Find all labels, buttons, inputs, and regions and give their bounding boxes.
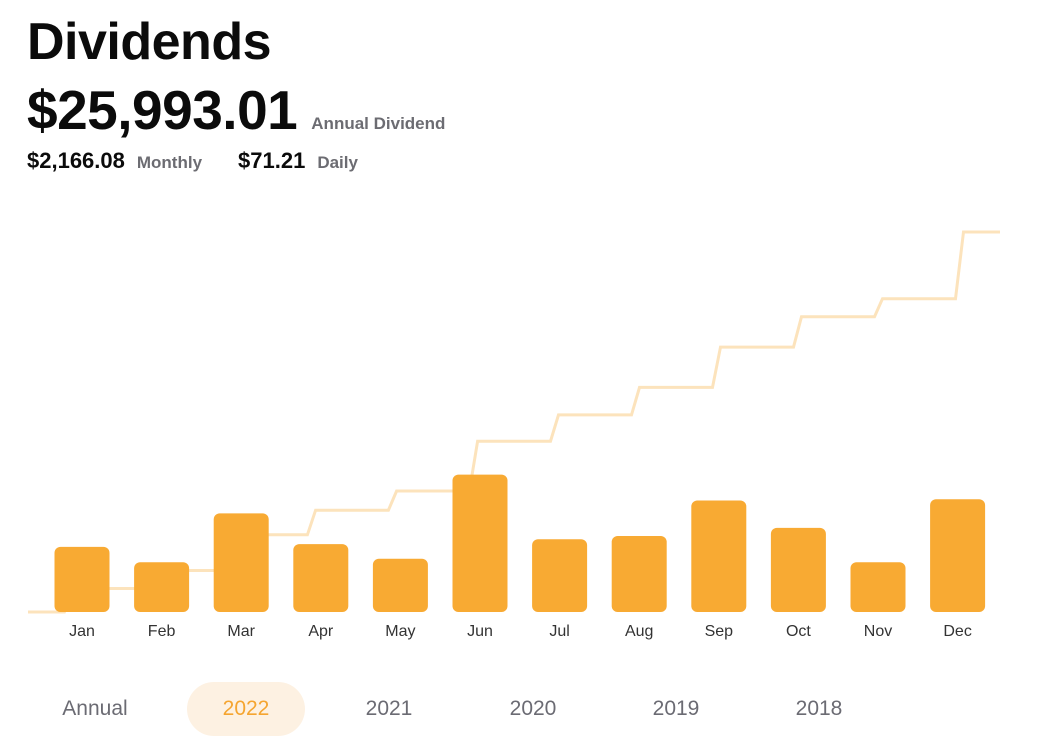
tab-annual[interactable]: Annual xyxy=(62,697,128,720)
tab-2019[interactable]: 2019 xyxy=(652,697,700,720)
daily-dividend-value: $71.21 xyxy=(238,148,306,173)
month-label-jun: Jun xyxy=(467,623,493,640)
annual-dividend-summary: $25,993.01 Annual Dividend xyxy=(27,78,445,142)
month-label-jul: Jul xyxy=(549,623,569,640)
monthly-dividend-value: $2,166.08 xyxy=(27,148,125,173)
tab-2020[interactable]: 2020 xyxy=(509,697,557,720)
month-label-feb: Feb xyxy=(148,623,176,640)
monthly-dividend-label: Monthly xyxy=(136,153,203,172)
bar-may[interactable] xyxy=(372,558,428,612)
month-label-apr: Apr xyxy=(308,623,334,640)
annual-dividend-value: $25,993.01 xyxy=(27,79,298,141)
month-label-nov: Nov xyxy=(864,623,892,640)
year-tabs: Annual 2022 2021 2020 2019 2018 xyxy=(0,682,1039,736)
annual-dividend-label: Annual Dividend xyxy=(311,114,446,133)
bar-jul[interactable] xyxy=(532,539,588,612)
month-label-jan: Jan xyxy=(69,623,95,640)
month-label-mar: Mar xyxy=(227,623,255,640)
bar-sep[interactable] xyxy=(691,500,747,613)
month-label-oct: Oct xyxy=(786,623,811,640)
cumulative-dividend-line xyxy=(28,230,1000,614)
dividend-breakdown: $2,166.08 Monthly $71.21 Daily xyxy=(27,148,358,174)
bar-mar[interactable] xyxy=(213,513,269,612)
bar-aug[interactable] xyxy=(611,536,667,612)
month-label-may: May xyxy=(385,623,415,640)
tab-2018[interactable]: 2018 xyxy=(795,697,843,720)
month-label-dec: Dec xyxy=(943,623,971,640)
tab-2021[interactable]: 2021 xyxy=(365,697,413,720)
month-label-aug: Aug xyxy=(625,623,653,640)
page-title: Dividends xyxy=(27,13,272,71)
bar-feb[interactable] xyxy=(134,562,190,612)
month-label-sep: Sep xyxy=(705,623,734,640)
bar-nov[interactable] xyxy=(850,562,906,612)
bar-jun[interactable] xyxy=(452,474,508,612)
tab-2022[interactable]: 2022 xyxy=(187,682,305,736)
bar-apr[interactable] xyxy=(293,544,349,612)
bar-oct[interactable] xyxy=(770,527,826,612)
bar-jan[interactable] xyxy=(54,546,110,612)
daily-dividend-label: Daily xyxy=(317,153,358,172)
monthly-dividend-chart: Jan Feb Mar Apr May Jun Jul Aug Sep Oct Nov Dec xyxy=(28,230,1000,640)
bar-dec[interactable] xyxy=(930,499,986,612)
